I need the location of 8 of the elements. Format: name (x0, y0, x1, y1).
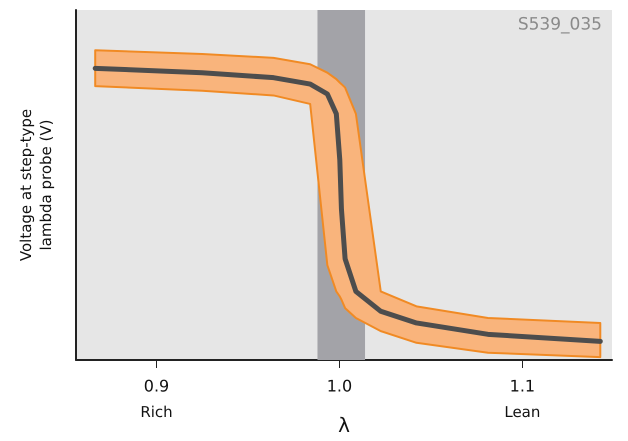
text: S539_035 (518, 14, 602, 34)
y-axis-title: Voltage at step-type lambda probe (V) (17, 108, 55, 262)
x-tick-label: 1.0 (326, 376, 352, 396)
x-axis-title: λ (338, 413, 350, 437)
text: Lean (504, 403, 540, 421)
x-tick-label: 1.1 (510, 376, 536, 396)
text: Rich (140, 403, 173, 421)
x-tick-label: 0.9 (144, 376, 170, 396)
